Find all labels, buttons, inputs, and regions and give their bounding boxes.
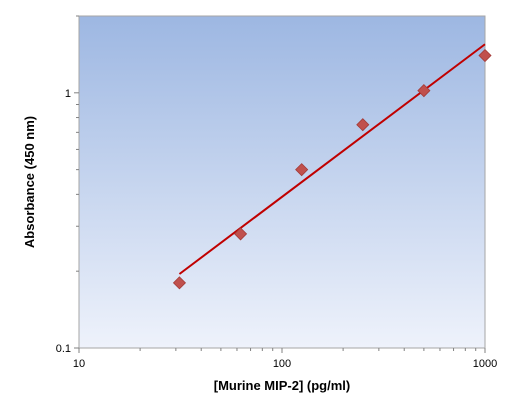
fit-line-group xyxy=(178,43,486,275)
x-tick-label: 100 xyxy=(273,358,291,370)
y-tick-label: 1 xyxy=(65,88,71,100)
axes xyxy=(74,15,486,353)
x-tick-label: 1000 xyxy=(473,358,497,370)
data-point xyxy=(417,84,431,98)
data-point xyxy=(356,118,370,132)
data-point xyxy=(478,48,492,63)
x-tick-label: 10 xyxy=(73,358,85,370)
y-tick-label: 0.1 xyxy=(56,343,71,355)
data-points-group xyxy=(172,48,492,290)
plot-area xyxy=(78,15,486,349)
data-point xyxy=(295,163,309,177)
tick-labels-group: 10 100 1000 0.1 1 xyxy=(56,88,498,370)
data-point xyxy=(172,276,187,290)
y-axis-title: Absorbance (450 nm) xyxy=(22,116,37,248)
x-axis-title: [Murine MIP-2] (pg/ml) xyxy=(214,378,351,393)
data-point xyxy=(233,227,248,241)
fit-line xyxy=(178,43,486,275)
